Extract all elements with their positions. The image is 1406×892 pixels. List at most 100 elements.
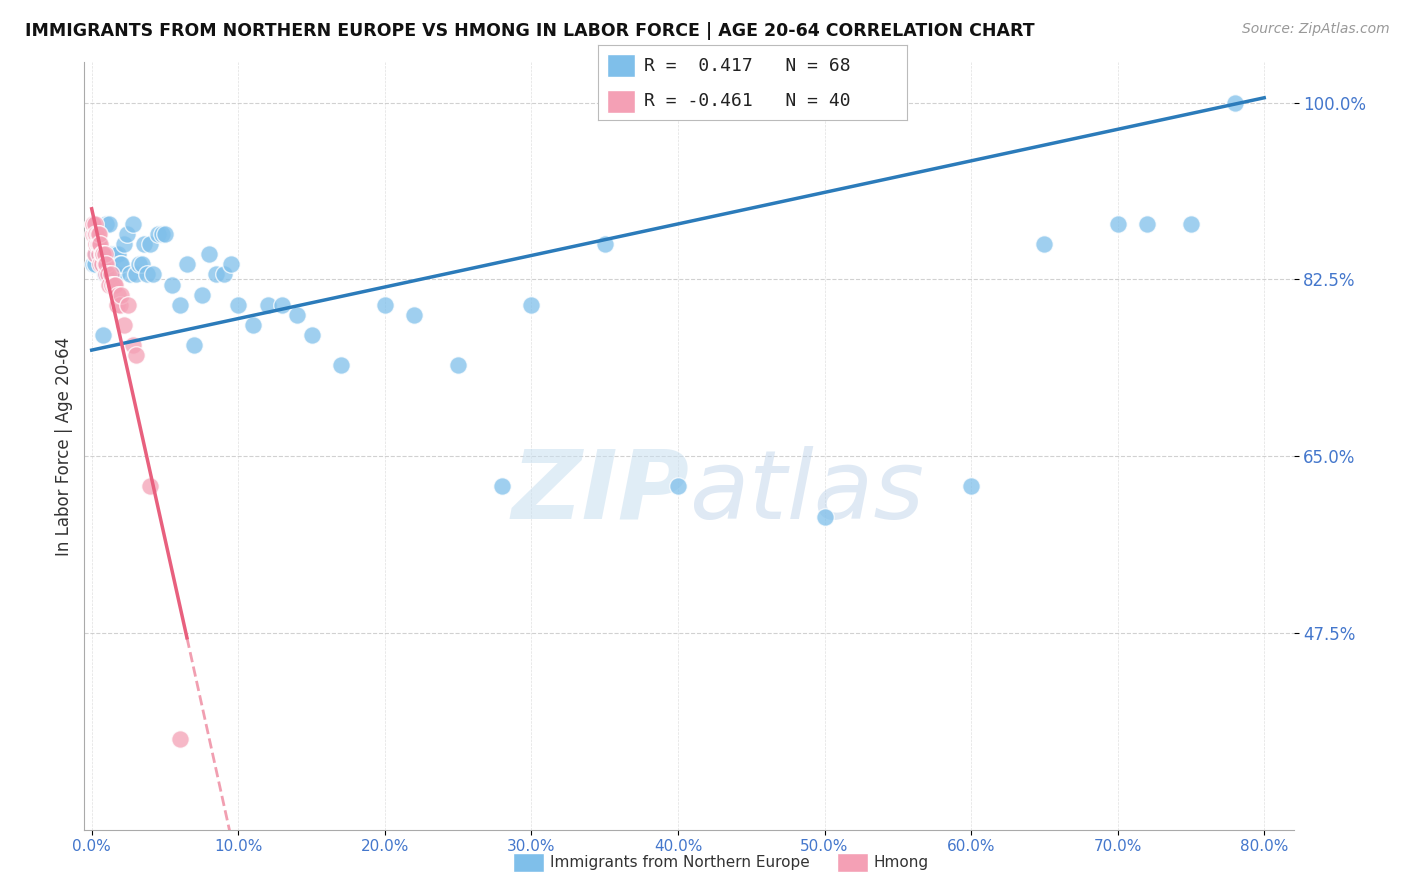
Point <box>150 227 173 241</box>
Point <box>169 731 191 746</box>
Point <box>146 227 169 241</box>
Point <box>139 237 162 252</box>
Point <box>100 247 122 261</box>
Point <box>96 268 118 282</box>
Point <box>212 268 235 282</box>
Point <box>86 237 108 252</box>
Text: atlas: atlas <box>689 445 924 539</box>
Point <box>1033 237 1056 252</box>
Point <box>176 257 198 271</box>
Text: ZIP: ZIP <box>510 445 689 539</box>
Point <box>491 479 513 493</box>
Point <box>87 237 110 252</box>
Point <box>82 217 104 231</box>
Point <box>82 217 104 231</box>
Point <box>139 479 162 493</box>
Point <box>198 247 221 261</box>
Point <box>329 358 352 372</box>
Point <box>110 257 132 271</box>
Point <box>593 237 616 252</box>
Point <box>153 227 176 241</box>
Point <box>84 227 107 241</box>
FancyBboxPatch shape <box>607 90 634 112</box>
Point <box>813 509 835 524</box>
Point <box>91 247 114 261</box>
Point <box>162 277 184 292</box>
Point <box>96 217 118 231</box>
Point <box>112 318 135 332</box>
Point <box>374 298 396 312</box>
Point <box>115 227 138 241</box>
Point <box>83 257 105 271</box>
Point <box>285 308 308 322</box>
Point <box>447 358 470 372</box>
Point <box>94 247 117 261</box>
Point <box>98 257 121 271</box>
Point <box>107 247 129 261</box>
Point <box>86 237 108 252</box>
Point <box>105 268 128 282</box>
Point <box>93 247 115 261</box>
Text: R =  0.417   N = 68: R = 0.417 N = 68 <box>644 57 851 75</box>
FancyBboxPatch shape <box>607 54 634 78</box>
Point <box>87 247 110 261</box>
Point <box>1180 217 1202 231</box>
Point <box>205 268 228 282</box>
Point <box>190 287 212 301</box>
Point <box>108 257 131 271</box>
Point <box>87 227 110 241</box>
Point <box>124 348 146 362</box>
Point <box>97 257 120 271</box>
Point <box>142 268 165 282</box>
Point <box>1136 217 1159 231</box>
Text: Hmong: Hmong <box>873 855 928 870</box>
Point <box>83 247 105 261</box>
Point <box>87 237 110 252</box>
Point <box>128 257 150 271</box>
Point <box>91 257 114 271</box>
Point <box>110 287 132 301</box>
Point <box>93 247 115 261</box>
Point <box>89 237 111 252</box>
Point <box>226 298 249 312</box>
Point <box>98 277 121 292</box>
Point <box>271 298 294 312</box>
Point <box>404 308 426 322</box>
Point <box>86 227 108 241</box>
Point <box>242 318 264 332</box>
Point <box>134 237 156 252</box>
Point <box>960 479 983 493</box>
Point <box>219 257 242 271</box>
Point <box>103 268 125 282</box>
Y-axis label: In Labor Force | Age 20-64: In Labor Force | Age 20-64 <box>55 336 73 556</box>
Point <box>131 257 153 271</box>
Point <box>1223 95 1246 110</box>
Point <box>86 247 108 261</box>
Point <box>83 217 105 231</box>
Point <box>103 277 125 292</box>
Point <box>183 338 205 352</box>
Point <box>136 268 159 282</box>
Point <box>104 247 127 261</box>
Point <box>89 257 111 271</box>
Point <box>97 268 120 282</box>
Point <box>520 298 543 312</box>
Point <box>118 268 141 282</box>
Point <box>104 277 127 292</box>
Point <box>93 328 115 343</box>
Point <box>666 479 689 493</box>
Point <box>93 247 115 261</box>
Point <box>121 338 143 352</box>
Point <box>84 237 107 252</box>
Point <box>121 217 143 231</box>
Point <box>108 298 131 312</box>
Point <box>101 268 124 282</box>
Text: IMMIGRANTS FROM NORTHERN EUROPE VS HMONG IN LABOR FORCE | AGE 20-64 CORRELATION : IMMIGRANTS FROM NORTHERN EUROPE VS HMONG… <box>25 22 1035 40</box>
Point <box>84 247 107 261</box>
Point <box>89 237 111 252</box>
Point <box>82 227 104 241</box>
Point <box>169 298 191 312</box>
Text: Immigrants from Northern Europe: Immigrants from Northern Europe <box>550 855 810 870</box>
Point <box>94 268 117 282</box>
Point <box>1107 217 1129 231</box>
